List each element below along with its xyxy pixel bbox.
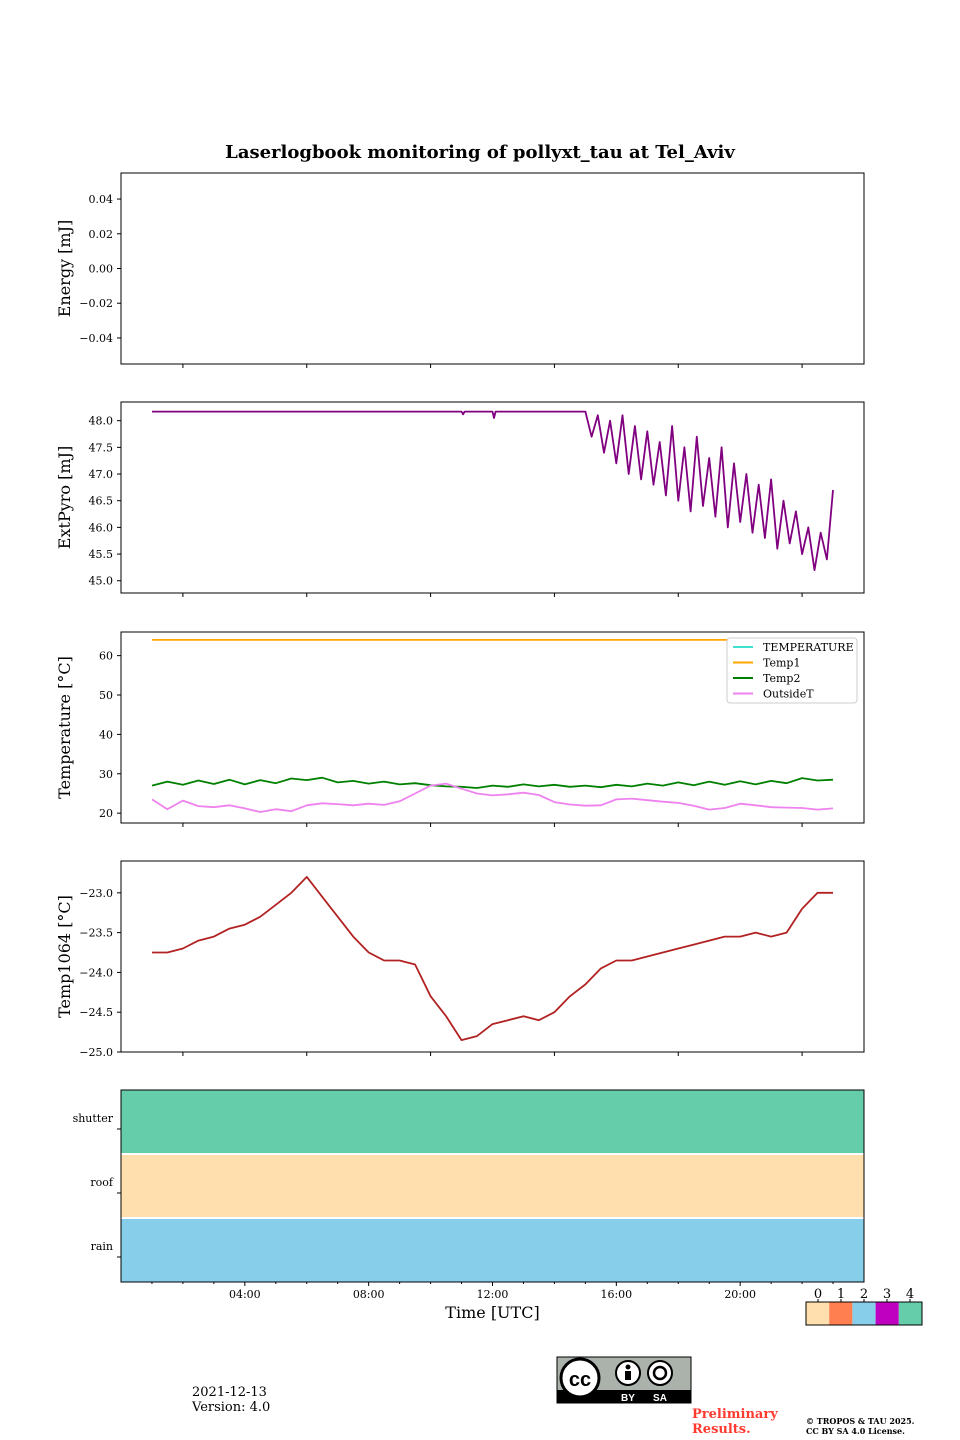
legend-entry: Temp2 [763, 672, 800, 685]
y-tick-label: 0.04 [89, 193, 114, 206]
date-label: 2021-12-13 [192, 1385, 267, 1400]
temp1064-panel: −25.0 −24.5 −24.0 −23.5 −23.0 Temp1064 [°C] [55, 860, 865, 1059]
copyright-line-1: © TROPOS & TAU 2025. [806, 1416, 915, 1426]
y-tick-label: 40 [99, 728, 113, 741]
y-axis-label: Temperature [°C] [55, 656, 74, 799]
y-tick-label: 47.5 [89, 441, 114, 454]
row-label-shutter: shutter [73, 1112, 114, 1125]
series-line-series-0 [152, 410, 834, 571]
colorbar-swatch-3 [875, 1302, 899, 1325]
colorbar-swatch-2 [852, 1302, 876, 1325]
temperature-panel: 20 30 40 50 60 Temperature [°C] TEMPERATURE Tem… [55, 631, 865, 827]
y-tick-label: −25.0 [79, 1046, 113, 1059]
colorbar-label: 2 [860, 1287, 868, 1302]
y-tick-label: 48.0 [89, 415, 114, 428]
legend: TEMPERATURE Temp1 Temp2 OutsideT [726, 637, 858, 704]
y-tick-label: 50 [99, 689, 113, 702]
preliminary-label: Preliminary [692, 1407, 778, 1422]
sa-icon [647, 1360, 673, 1386]
x-tick-label: 20:00 [724, 1288, 756, 1301]
colorbar-swatch-4 [898, 1302, 922, 1325]
x-tick-label: 12:00 [477, 1288, 509, 1301]
copyright-line-2: CC BY SA 4.0 License. [806, 1426, 905, 1436]
status-row-rain [121, 1219, 864, 1282]
cc-by-label: BY [621, 1393, 635, 1404]
x-tick-label: 16:00 [600, 1288, 632, 1301]
x-axis-label: Time [UTC] [445, 1303, 539, 1322]
colorbar-swatch-0 [806, 1302, 830, 1325]
y-tick-label: −24.5 [79, 1006, 113, 1019]
legend-entry: TEMPERATURE [763, 641, 854, 654]
colorbar-label: 4 [906, 1287, 914, 1302]
series-line-series-0 [152, 876, 833, 1041]
row-label-rain: rain [91, 1240, 113, 1253]
cc-icon [559, 1357, 601, 1399]
status-row-roof [121, 1155, 864, 1217]
version-label: Version: 4.0 [191, 1400, 270, 1415]
y-tick-label: −23.5 [79, 927, 113, 940]
y-tick-label: 60 [99, 650, 113, 663]
chart-title: Laserlogbook monitoring of pollyxt_tau a… [225, 142, 735, 163]
y-tick-label: 47.0 [89, 468, 114, 481]
y-tick-label: 45.5 [89, 548, 114, 561]
y-tick-label: 0.02 [89, 228, 114, 241]
cc-sa-label: SA [653, 1393, 667, 1404]
x-tick-label: 04:00 [229, 1288, 261, 1301]
results-label: Results. [692, 1422, 751, 1437]
y-tick-label: −24.0 [79, 966, 113, 979]
y-tick-label: 20 [99, 807, 113, 820]
svg-text:cc: cc [569, 1369, 591, 1391]
series-line-Temp2 [151, 776, 834, 789]
y-tick-label: 0.00 [89, 263, 114, 276]
colorbar-label: 3 [883, 1287, 891, 1302]
y-tick-label: −0.02 [79, 297, 113, 310]
y-tick-label: −23.0 [79, 887, 113, 900]
y-axis-label: Temp1064 [°C] [55, 895, 74, 1018]
colorbar-swatch-1 [829, 1302, 853, 1325]
legend-entry: Temp1 [763, 657, 800, 670]
x-tick-label: 08:00 [353, 1288, 385, 1301]
cc-license-badge: cc BY SA [556, 1356, 692, 1404]
y-tick-label: 45.0 [89, 575, 114, 588]
series-line-OutsideT [151, 782, 834, 813]
status-row-shutter [121, 1090, 864, 1153]
y-tick-label: 46.0 [89, 521, 114, 534]
colorbar-label: 0 [814, 1287, 822, 1302]
y-axis-label: Energy [mJ] [55, 220, 74, 318]
energy-panel: −0.04 −0.02 0.00 0.02 0.04 Energy [mJ] [55, 172, 865, 368]
extpyro-panel: 45.0 45.5 46.0 46.5 47.0 47.5 48.0 ExtPyro [mJ] [55, 401, 865, 597]
status-panel: shutter roof rain 04:00 08:00 12:00 16:00 20:00… [73, 1089, 865, 1322]
y-axis-label: ExtPyro [mJ] [55, 446, 74, 549]
row-label-roof: roof [90, 1176, 114, 1189]
y-tick-label: −0.04 [79, 332, 113, 345]
colorbar-label: 1 [837, 1287, 845, 1302]
legend-entry: OutsideT [763, 688, 814, 701]
y-tick-label: 30 [99, 768, 113, 781]
y-tick-label: 46.5 [89, 495, 114, 508]
